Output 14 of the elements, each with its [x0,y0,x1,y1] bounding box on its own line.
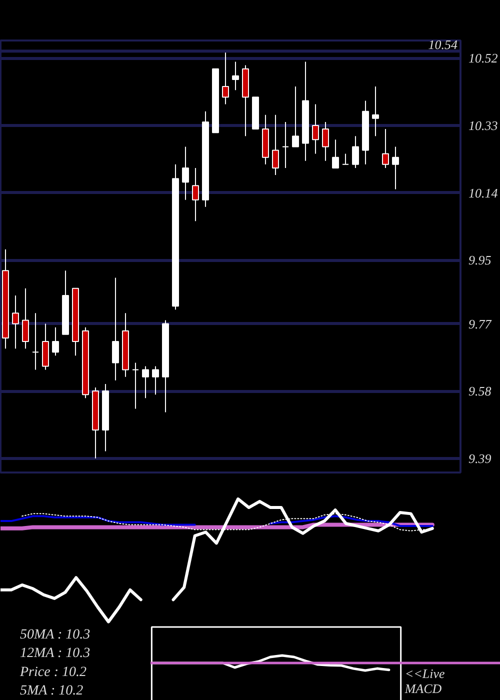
text: 50MA : 10.3 [20,627,90,642]
y-tick-label: 10.52 [468,50,498,66]
y-tick-label: 9.77 [468,316,492,332]
text: 12MA : 10.3 [20,646,90,662]
text: Price : 10.2 [19,664,86,680]
text: MACD [404,681,442,696]
y-tick-label: 10.33 [468,118,498,133]
ref-line-label: 10.54 [428,37,458,52]
y-tick-label: 9.39 [468,450,492,466]
y-tick-label: 9.95 [468,252,492,268]
y-tick-label: 9.58 [468,384,492,399]
y-tick-label: 10.14 [468,185,498,200]
text: 5MA : 10.2 [20,684,84,699]
annotation: <<Live [404,666,445,681]
